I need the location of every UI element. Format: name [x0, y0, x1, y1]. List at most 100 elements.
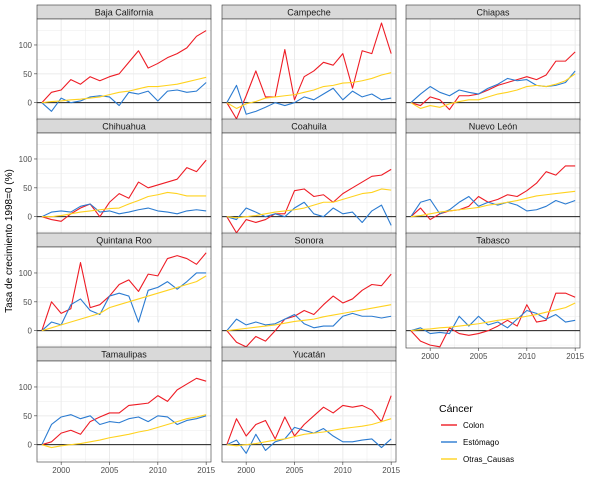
series-line-colon: [41, 252, 207, 331]
facet-panels: Baja California 0 50 100 Campeche Chiapas Chih…: [19, 4, 585, 475]
panel-title: Quintana Roo: [96, 236, 152, 246]
panel-campeche: Campeche: [221, 4, 397, 121]
panel-background: [37, 19, 211, 120]
x-tick-label: 2000: [421, 352, 439, 361]
y-tick-label: 100: [19, 383, 33, 392]
series-line-estomago: [410, 309, 576, 335]
y-tick-label: 50: [23, 184, 32, 193]
legend-label: Colon: [463, 421, 484, 430]
panel-background: [222, 361, 396, 462]
panel-background: [222, 133, 396, 234]
series-line-otras-causas: [41, 414, 207, 449]
panel-background: [37, 133, 211, 234]
series-line-estomago: [226, 84, 392, 115]
panel-yucatan: Yucatán 2000 2005 2010 2015: [221, 346, 401, 475]
series-line-estomago: [41, 414, 207, 445]
panel-nuevo-leon: Nuevo León: [405, 118, 581, 235]
legend-item-otras-causas: Otras_Causas: [441, 455, 514, 464]
series-line-estomago: [410, 195, 576, 217]
x-tick-label: 2005: [286, 466, 304, 475]
legend-label: Otras_Causas: [463, 455, 514, 464]
panel-title: Yucatán: [293, 350, 326, 360]
y-tick-label: 100: [19, 269, 33, 278]
series-line-colon: [226, 273, 392, 348]
series-line-colon: [226, 168, 392, 234]
panel-baja-california: Baja California 0 50 100: [19, 4, 212, 121]
panel-quintana-roo: Quintana Roo 0 50 100: [19, 232, 212, 349]
panel-grid: [36, 247, 211, 348]
series-line-otras-causas: [41, 275, 207, 332]
x-tick-label: 2015: [382, 466, 400, 475]
panel-background: [222, 247, 396, 348]
panel-border: [221, 360, 397, 463]
x-tick-label: 2000: [237, 466, 255, 475]
x-tick-label: 2015: [197, 466, 215, 475]
series-line-colon: [41, 30, 207, 104]
panel-background: [37, 247, 211, 348]
y-tick-label: 0: [28, 99, 33, 108]
panel-title: Nuevo León: [469, 122, 518, 132]
panel-border: [36, 360, 212, 463]
y-tick-label: 100: [19, 155, 33, 164]
panel-title: Sonora: [294, 236, 323, 246]
x-tick-label: 2010: [518, 352, 536, 361]
panel-background: [222, 19, 396, 120]
panel-chiapas: Chiapas: [405, 4, 581, 121]
y-axis-title: Tasa de crecimiento 1998=0 (%): [4, 169, 15, 313]
panel-border: [405, 246, 581, 349]
series-line-otras-causas: [41, 76, 207, 104]
legend-item-colon: Colon: [441, 421, 484, 430]
series-line-otras-causas: [226, 304, 392, 332]
panel-title: Campeche: [287, 8, 331, 18]
y-tick-label: 0: [28, 327, 33, 336]
series-line-colon: [226, 395, 392, 445]
y-tick-label: 0: [28, 213, 33, 222]
panel-grid: [36, 361, 211, 462]
panel-title: Baja California: [95, 8, 154, 18]
series-line-otras-causas: [410, 73, 576, 110]
series-line-colon: [410, 51, 576, 111]
legend-label: Estómago: [463, 438, 500, 447]
series-line-colon: [41, 377, 207, 446]
series-line-colon: [410, 165, 576, 221]
series-line-estomago: [41, 82, 207, 112]
panel-title: Chihuahua: [102, 122, 146, 132]
series-line-otras-causas: [226, 418, 392, 447]
panel-title: Tamaulipas: [101, 350, 147, 360]
panel-title: Coahuila: [291, 122, 327, 132]
panel-coahuila: Coahuila: [221, 118, 397, 235]
panel-tabasco: Tabasco 2000 2005 2010 2015: [405, 232, 585, 361]
series-line-otras-causas: [226, 72, 392, 110]
panel-background: [37, 361, 211, 462]
x-tick-label: 2015: [566, 352, 584, 361]
y-tick-label: 50: [23, 298, 32, 307]
x-tick-label: 2010: [334, 466, 352, 475]
legend-item-estomago: Estómago: [441, 438, 500, 447]
y-tick-label: 0: [28, 441, 33, 450]
panel-title: Chiapas: [476, 8, 510, 18]
series-line-colon: [410, 292, 576, 348]
x-tick-label: 2010: [149, 466, 167, 475]
y-tick-label: 100: [19, 41, 33, 50]
series-line-otras-causas: [226, 188, 392, 219]
x-tick-label: 2005: [101, 466, 119, 475]
panel-background: [406, 19, 580, 120]
series-line-estomago: [226, 201, 392, 226]
x-tick-label: 2005: [470, 352, 488, 361]
series-line-otras-causas: [41, 191, 207, 218]
legend: Cáncer Colon Estómago Otras_Causas: [439, 403, 514, 464]
legend-title: Cáncer: [439, 403, 473, 415]
panel-chihuahua: Chihuahua 0 50 100: [19, 118, 212, 235]
series-line-otras-causas: [410, 190, 576, 218]
series-line-colon: [41, 159, 207, 222]
series-line-estomago: [226, 426, 392, 454]
series-line-otras-causas: [410, 302, 576, 332]
panel-sonora: Sonora: [221, 232, 397, 349]
y-tick-label: 50: [23, 412, 32, 421]
series-line-estomago: [226, 312, 392, 332]
series-line-estomago: [41, 203, 207, 218]
x-tick-label: 2000: [52, 466, 70, 475]
series-line-estomago: [41, 272, 207, 332]
panel-title: Tabasco: [476, 236, 510, 246]
